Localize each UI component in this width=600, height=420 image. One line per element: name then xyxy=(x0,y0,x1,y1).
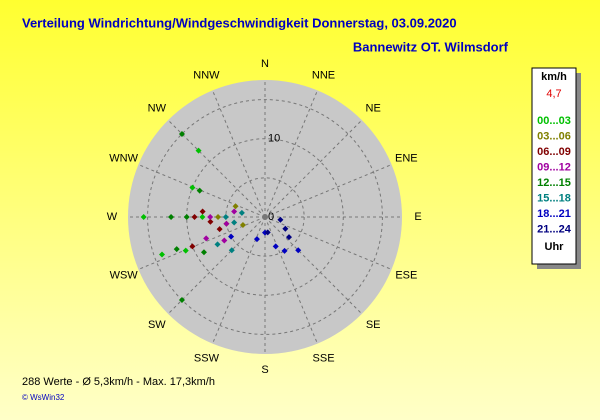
spoke xyxy=(264,216,363,315)
direction-label: N xyxy=(261,58,269,70)
data-point xyxy=(222,214,229,220)
r-tick-label: 10 xyxy=(268,133,280,145)
data-point xyxy=(253,236,260,243)
spoke xyxy=(212,216,266,344)
spoke xyxy=(264,164,392,218)
data-point xyxy=(272,243,279,250)
data-point xyxy=(221,237,228,244)
chart-subtitle: Bannewitz OT. Wilmsdorf xyxy=(353,39,509,54)
data-point xyxy=(173,246,180,253)
data-point xyxy=(178,297,185,304)
direction-label: S xyxy=(261,364,268,376)
direction-label: SW xyxy=(148,319,166,331)
spoke xyxy=(212,90,266,218)
footer: 288 Werte - Ø 5,3km/h - Max. 17,3km/h xyxy=(22,376,215,388)
direction-label: ESE xyxy=(395,269,417,281)
data-point xyxy=(207,214,214,220)
data-point xyxy=(183,214,190,220)
copyright: © WsWin32 xyxy=(22,393,65,402)
spoke xyxy=(264,216,392,270)
data-point xyxy=(264,229,271,236)
legend-entry: 15...18 xyxy=(537,192,571,204)
direction-label: SE xyxy=(366,319,381,331)
data-point xyxy=(223,220,230,227)
data-point xyxy=(216,226,223,233)
data-point xyxy=(182,247,189,254)
direction-label: NW xyxy=(148,103,167,115)
direction-label: NNW xyxy=(193,70,220,82)
grid-circle xyxy=(186,138,344,296)
data-point xyxy=(239,222,246,229)
data-point xyxy=(196,187,203,194)
data-point xyxy=(228,247,235,254)
data-point xyxy=(231,208,238,215)
data-point xyxy=(200,249,207,256)
legend-box xyxy=(531,67,577,265)
data-point xyxy=(285,234,292,241)
data-point xyxy=(281,247,288,254)
legend-entry: 18...21 xyxy=(537,208,571,220)
legend-entry: 21...24 xyxy=(537,223,572,235)
r-tick-label: 0 xyxy=(268,211,274,223)
spoke xyxy=(264,90,318,218)
data-point xyxy=(282,225,289,232)
data-point xyxy=(189,243,196,250)
data-point xyxy=(178,130,185,137)
direction-label: NNE xyxy=(312,70,335,82)
spoke xyxy=(138,216,266,270)
data-point xyxy=(232,203,239,210)
legend-title: km/h xyxy=(541,71,567,83)
data-point xyxy=(195,147,202,154)
spoke xyxy=(264,119,363,218)
data-point xyxy=(203,235,210,242)
direction-label: WSW xyxy=(110,269,139,281)
data-point xyxy=(228,233,235,240)
grid-circle xyxy=(147,99,383,335)
direction-label: W xyxy=(107,211,118,223)
data-point xyxy=(199,208,206,215)
data-point xyxy=(199,214,206,220)
data-point xyxy=(189,184,196,191)
data-point xyxy=(168,214,175,220)
direction-label: E xyxy=(414,211,421,223)
spoke xyxy=(167,119,266,218)
legend-footer: Uhr xyxy=(545,241,565,253)
spoke xyxy=(264,216,318,344)
direction-label: NE xyxy=(366,103,381,115)
current-speed: 4,7 xyxy=(546,88,561,100)
legend-entry: 09...12 xyxy=(537,161,571,173)
legend-entry: 06...09 xyxy=(537,146,571,158)
data-point xyxy=(277,216,284,223)
direction-label: ENE xyxy=(395,152,418,164)
legend-entry: 00...03 xyxy=(537,115,571,127)
data-point xyxy=(140,214,147,220)
data-point xyxy=(207,218,214,225)
data-point xyxy=(215,214,222,220)
data-point xyxy=(231,219,238,226)
legend-entry: 12...15 xyxy=(537,177,571,189)
direction-label: WNW xyxy=(109,152,138,164)
spoke xyxy=(167,216,266,315)
data-point xyxy=(214,241,221,248)
direction-label: SSE xyxy=(313,352,335,364)
data-point xyxy=(159,251,166,258)
data-point xyxy=(191,214,198,220)
data-point xyxy=(238,209,245,216)
legend-entry: 03...06 xyxy=(537,130,571,142)
direction-label: SSW xyxy=(194,352,220,364)
data-point xyxy=(295,247,302,254)
chart-title: Verteilung Windrichtung/Windgeschwindigk… xyxy=(22,15,457,30)
